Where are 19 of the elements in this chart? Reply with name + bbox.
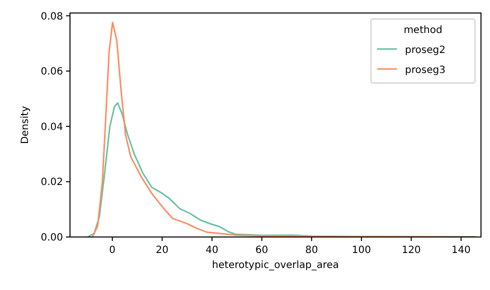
y-tick-label: 0.02 [40, 177, 63, 188]
x-axis-title: heterotypic_overlap_area [212, 260, 339, 271]
x-tick-label: 100 [352, 245, 371, 256]
legend-label: proseg3 [405, 65, 446, 76]
y-axis-title: Density [20, 106, 31, 144]
legend-label: proseg2 [405, 45, 446, 56]
x-tick-label: 0 [109, 245, 116, 256]
x-tick-label: 120 [402, 245, 421, 256]
x-tick-label: 20 [156, 245, 169, 256]
y-tick-label: 0.08 [40, 11, 63, 22]
x-tick-label: 140 [452, 245, 471, 256]
y-tick-label: 0.06 [40, 66, 63, 78]
legend-title: method [404, 25, 442, 36]
x-tick-label: 80 [305, 245, 318, 256]
line-series [92, 22, 477, 237]
y-tick-label: 0.00 [40, 232, 63, 244]
x-tick-label: 60 [255, 245, 268, 256]
x-tick-label: 40 [206, 245, 218, 256]
y-tick-label: 0.04 [40, 122, 63, 133]
